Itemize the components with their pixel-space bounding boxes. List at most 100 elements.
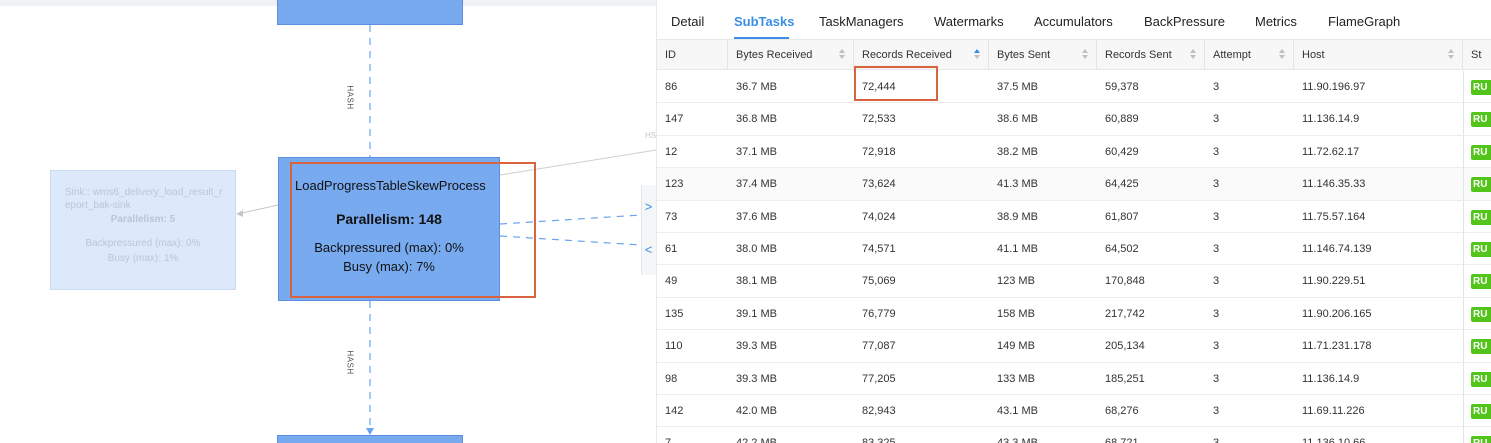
column-header-records-received[interactable]: Records Received: [854, 40, 989, 70]
table-row[interactable]: 61 38.0 MB 74,571 41.1 MB 64,502 3 11.146.74.1…: [657, 233, 1491, 266]
cell-status: RU: [1463, 297, 1491, 330]
table-row[interactable]: 123 37.4 MB 73,624 41.3 MB 64,425 3 11.146.35.…: [657, 168, 1491, 201]
tab-watermarks[interactable]: Watermarks: [934, 14, 1004, 29]
table-row[interactable]: 142 42.0 MB 82,943 43.1 MB 68,276 3 11.69.11.2…: [657, 395, 1491, 428]
edge-label-hash-top: HASH: [345, 85, 355, 110]
cell-bytes-received: 39.3 MB: [736, 372, 777, 385]
column-header-status[interactable]: St: [1471, 49, 1482, 61]
operator-node-name: LoadProgressTableSkewProcess: [295, 178, 486, 193]
table-row[interactable]: 73 37.6 MB 74,024 38.9 MB 61,807 3 11.75.57.16…: [657, 200, 1491, 233]
cell-records-sent: 64,502: [1105, 243, 1139, 255]
cell-bytes-sent: 38.2 MB: [997, 145, 1038, 158]
table-row[interactable]: 135 39.1 MB 76,779 158 MB 217,742 3 11.90.206.…: [657, 297, 1491, 331]
table-row[interactable]: 12 37.1 MB 72,918 38.2 MB 60,429 3 11.72.62.17…: [657, 135, 1491, 169]
column-header-host[interactable]: Host: [1294, 40, 1463, 70]
cell-records-sent: 68,721: [1097, 427, 1205, 443]
subtasks-table-header: ID Bytes Received Records Received Bytes…: [657, 40, 1491, 70]
tab-flamegraph[interactable]: FlameGraph: [1328, 14, 1401, 29]
cell-status: RU: [1463, 200, 1491, 233]
expand-panel-icon[interactable]: >: [644, 199, 653, 214]
active-tab-indicator: [734, 37, 789, 39]
cell-status: RU: [1463, 233, 1491, 265]
cell-records-received: 74,571: [862, 243, 896, 255]
selected-operator-node[interactable]: LoadProgressTableSkewProcess Parallelism…: [278, 157, 500, 301]
column-header-bytes-received[interactable]: Bytes Received: [728, 40, 854, 70]
column-header-records-sent[interactable]: Records Sent: [1097, 40, 1205, 70]
status-badge: RU: [1471, 371, 1491, 387]
detail-tabs: Detail SubTasks TaskManagers Watermarks …: [657, 0, 1491, 40]
table-row[interactable]: 147 36.8 MB 72,533 38.6 MB 60,889 3 11.136.14.…: [657, 103, 1491, 136]
table-row[interactable]: 110 39.3 MB 77,087 149 MB 205,134 3 11.71.231.…: [657, 330, 1491, 363]
cell-attempt: 3: [1213, 275, 1220, 288]
status-badge: RU: [1471, 144, 1491, 160]
sort-icon: [1082, 49, 1088, 61]
job-graph-canvas[interactable]: HASH HASH HS Sink:: wms6_delivery_load_r…: [0, 0, 656, 443]
cell-records-sent: 185,251: [1105, 372, 1145, 385]
downstream-node-stub[interactable]: [277, 435, 463, 443]
table-row[interactable]: 98 39.3 MB 77,205 133 MB 185,251 3 11.136.14.9…: [657, 362, 1491, 395]
cell-status: RU: [1463, 330, 1491, 363]
cell-records-sent: 59,378: [1105, 81, 1139, 93]
cell-records-sent: 205,134: [1105, 340, 1145, 353]
cell-id: 86: [665, 81, 678, 93]
column-header-id[interactable]: ID: [657, 40, 728, 70]
collapse-panel-icon[interactable]: <: [644, 242, 653, 257]
tab-taskmanagers[interactable]: TaskManagers: [819, 14, 904, 29]
operator-node-parallelism: Parallelism: 148: [336, 211, 442, 227]
cell-host: 11.90.196.97: [1302, 81, 1366, 93]
upstream-node-stub[interactable]: [277, 0, 463, 25]
cell-host: 11.136.14.9: [1302, 113, 1360, 126]
edge-main-to-sink: [241, 204, 279, 214]
vertex-detail-panel: Detail SubTasks TaskManagers Watermarks …: [656, 0, 1491, 443]
sink-node[interactable]: Sink:: wms6_delivery_load_result_report_…: [50, 170, 236, 290]
column-header-attempt[interactable]: Attempt: [1205, 40, 1294, 70]
tab-metrics[interactable]: Metrics: [1255, 14, 1297, 29]
table-row[interactable]: 86 36.7 MB 72,444 37.5 MB 59,378 3 11.90.196.9…: [657, 71, 1491, 104]
cell-status: RU: [1463, 168, 1491, 201]
cell-records-sent: 60,429: [1105, 145, 1139, 158]
cell-records-sent: 170,848: [1105, 275, 1145, 288]
cell-records-sent: 61,807: [1105, 210, 1139, 223]
status-badge: RU: [1471, 274, 1491, 290]
sink-node-busy: Busy (max): 1%: [107, 253, 179, 264]
cell-host: 11.90.206.165: [1302, 307, 1372, 320]
cell-attempt: 3: [1213, 307, 1220, 320]
cell-id: 61: [665, 243, 678, 255]
cell-bytes-sent: 43.3 MB: [989, 427, 1097, 443]
cell-status: RU: [1463, 71, 1491, 103]
cell-records-received: 77,205: [862, 372, 896, 385]
cell-bytes-received: 37.4 MB: [736, 178, 777, 191]
tab-subtasks[interactable]: SubTasks: [734, 14, 795, 29]
cell-bytes-sent: 149 MB: [997, 340, 1035, 353]
cell-attempt: 3: [1213, 372, 1220, 385]
cell-host: 11.146.35.33: [1302, 178, 1366, 191]
cell-id: 73: [665, 210, 678, 223]
cell-records-received: 82,943: [862, 405, 896, 417]
column-header-bytes-sent[interactable]: Bytes Sent: [989, 40, 1097, 70]
status-badge: RU: [1471, 80, 1491, 95]
edge-label-hs: HS: [645, 131, 656, 140]
sort-icon: [839, 49, 845, 61]
cell-records-sent: 60,889: [1105, 113, 1139, 126]
sink-node-backpressured: Backpressured (max): 0%: [85, 238, 201, 249]
cell-records-received: 83,325: [854, 427, 989, 443]
tab-accumulators[interactable]: Accumulators: [1034, 14, 1113, 29]
status-badge: RU: [1471, 404, 1491, 419]
cell-host: 11.146.74.139: [1302, 243, 1372, 255]
tab-detail[interactable]: Detail: [671, 14, 705, 29]
cell-bytes-sent: 38.6 MB: [997, 113, 1038, 126]
cell-id: 49: [665, 275, 678, 288]
cell-id: 142: [665, 405, 684, 417]
cell-bytes-received: 39.3 MB: [736, 340, 777, 353]
sort-icon: [1279, 49, 1285, 61]
status-badge: RU: [1471, 209, 1491, 225]
table-row[interactable]: 742.2 MB83,32543.3 MB68,721311.136.10.66…: [657, 427, 1491, 443]
edge-upper-right-gray: [499, 149, 656, 176]
cell-bytes-sent: 133 MB: [997, 372, 1035, 385]
edge-arrowhead-left: [236, 210, 243, 217]
cell-host: 11.75.57.164: [1302, 210, 1366, 223]
tab-backpressure[interactable]: BackPressure: [1144, 14, 1225, 29]
cell-records-received: 73,624: [862, 178, 896, 191]
table-row[interactable]: 49 38.1 MB 75,069 123 MB 170,848 3 11.90.229.5…: [657, 265, 1491, 298]
cell-id: 98: [665, 372, 678, 385]
